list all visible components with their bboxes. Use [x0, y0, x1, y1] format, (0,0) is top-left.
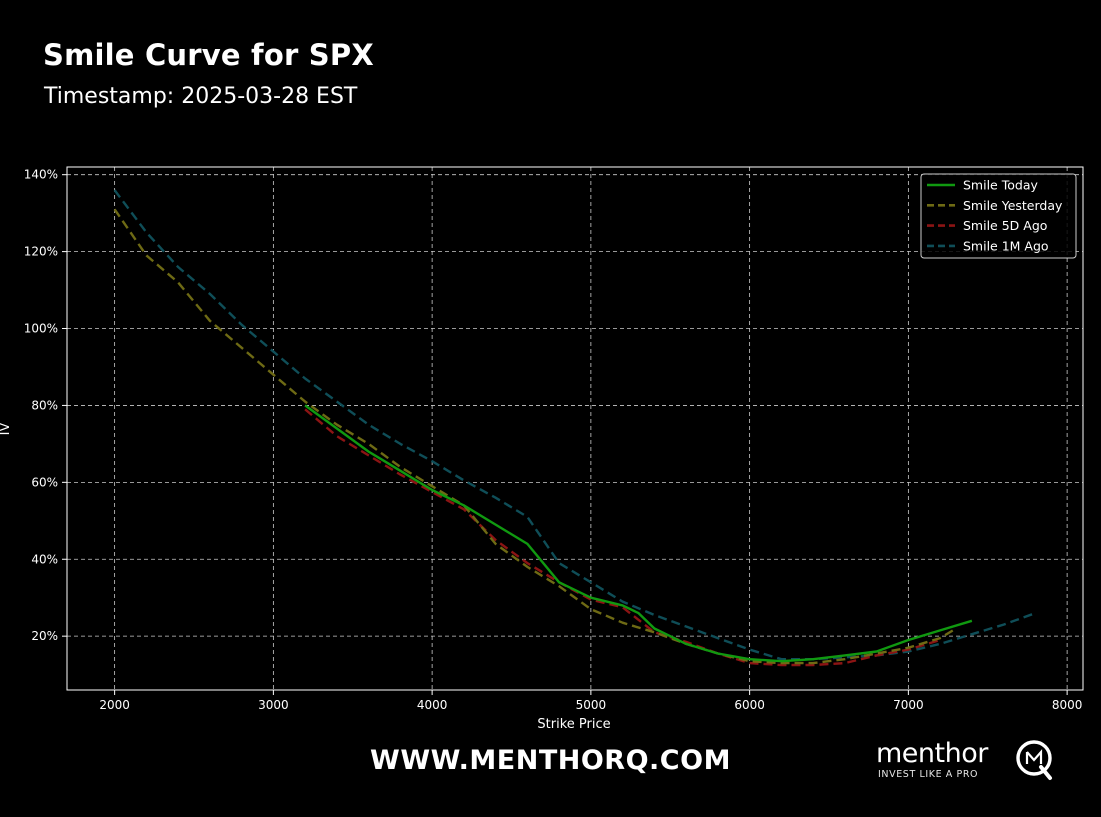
y-tick-label: 60%	[31, 475, 58, 489]
plot-frame	[66, 166, 1084, 691]
x-tick-label: 8000	[1052, 698, 1083, 712]
y-tick-label: 20%	[31, 629, 58, 643]
grid	[67, 167, 1083, 690]
y-tick-label: 120%	[24, 245, 58, 259]
chart-title: Smile Curve for SPX	[43, 38, 374, 72]
legend: Smile Today Smile Yesterday Smile 5D Ago Sm…	[920, 173, 1077, 259]
x-axis-label: Strike Price	[537, 717, 610, 732]
website-watermark: WWW.MENTHORQ.COM	[370, 745, 731, 776]
logo-wordmark: menthor	[876, 738, 988, 769]
axis-ticks: 2000 3000 4000 5000 6000 7000 8000 20% 40% 60% 80%…	[24, 168, 1083, 712]
series-lines	[113, 189, 1036, 667]
x-tick-label: 5000	[576, 698, 607, 712]
series-line-smile-today	[304, 404, 973, 663]
y-tick-label: 100%	[24, 322, 58, 336]
q-logo-icon	[1016, 740, 1052, 780]
series-line-smile-5d-ago	[304, 408, 941, 667]
legend-box	[920, 173, 1077, 259]
x-tick-label: 2000	[99, 698, 130, 712]
y-tick-label: 40%	[31, 552, 58, 566]
x-tick-label: 4000	[417, 698, 448, 712]
chart-timestamp: Timestamp: 2025-03-28 EST	[44, 84, 358, 109]
x-tick-label: 7000	[893, 698, 924, 712]
logo-tagline: INVEST LIKE A PRO	[878, 769, 979, 780]
legend-label-smile-5d-ago: Smile 5D Ago	[963, 218, 1047, 233]
y-tick-label: 80%	[31, 398, 58, 412]
menthorq-logo: menthor INVEST LIKE A PRO	[876, 738, 1066, 786]
x-tick-label: 3000	[258, 698, 289, 712]
y-axis-label: IV	[0, 423, 13, 436]
legend-label-smile-yesterday: Smile Yesterday	[963, 198, 1063, 213]
legend-label-smile-today: Smile Today	[963, 178, 1038, 193]
y-tick-label: 140%	[24, 168, 58, 182]
legend-label-smile-1m-ago: Smile 1M Ago	[963, 238, 1049, 253]
series-line-smile-yesterday	[113, 208, 957, 665]
x-tick-label: 6000	[734, 698, 765, 712]
